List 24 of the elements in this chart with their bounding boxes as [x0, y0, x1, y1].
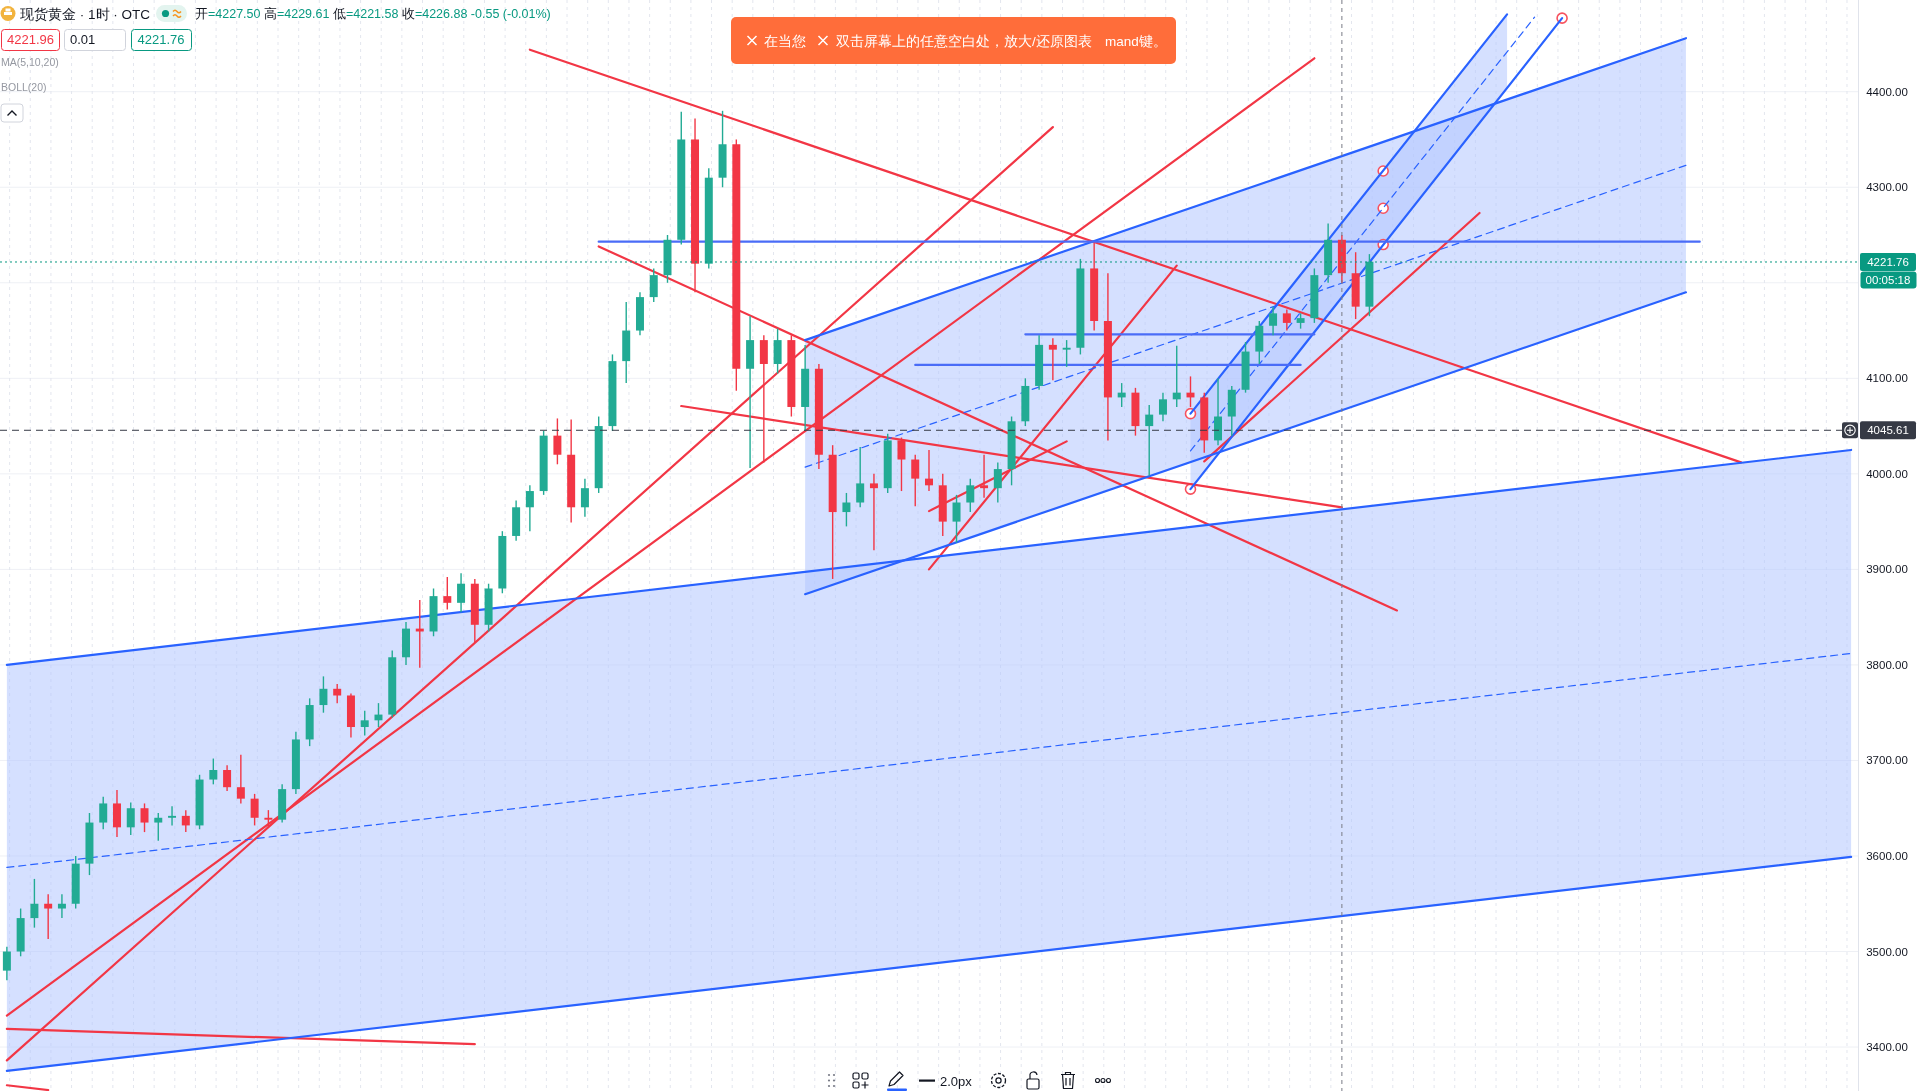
- text: 00:05:18: [1865, 273, 1911, 286]
- y-tick-label: 3700.00: [1866, 754, 1908, 767]
- y-tick-label: 3800.00: [1866, 658, 1908, 671]
- y-tick-label: 4000.00: [1866, 467, 1908, 480]
- ref-line-label: 4045.61: [1867, 424, 1909, 437]
- y-tick-label: 4300.00: [1866, 181, 1908, 194]
- annotation: 双击屏幕上的任意空白处，放大/还原图表: [836, 33, 1092, 49]
- annotation: 4221.96: [7, 32, 54, 47]
- annotation: 0.01: [70, 32, 96, 47]
- y-tick-label: 3400.00: [1866, 1041, 1908, 1054]
- y-tick-label: 4100.00: [1866, 372, 1908, 385]
- annotation: MA(5,10,20): [1, 56, 59, 68]
- annotation: 2.0px: [940, 1073, 973, 1089]
- y-tick-label: 4400.00: [1866, 85, 1908, 98]
- y-tick-label: 3900.00: [1866, 563, 1908, 576]
- y-tick-label: 3600.00: [1866, 849, 1908, 862]
- annotation: BOLL(20): [1, 81, 47, 93]
- annotation: 4221.76: [137, 32, 185, 47]
- y-tick-label: 3500.00: [1866, 945, 1908, 958]
- annotation: 在当您: [764, 33, 806, 49]
- ref-line-label: 4221.76: [1867, 255, 1909, 268]
- text: 现货黄金 · 1时 · OTC: [20, 6, 151, 22]
- text: 开=4227.50 高=4229.61 低=4221.58 收=4226.88 -0.55 (-0.01%): [195, 7, 551, 21]
- annotation: mand键。: [1105, 33, 1167, 49]
